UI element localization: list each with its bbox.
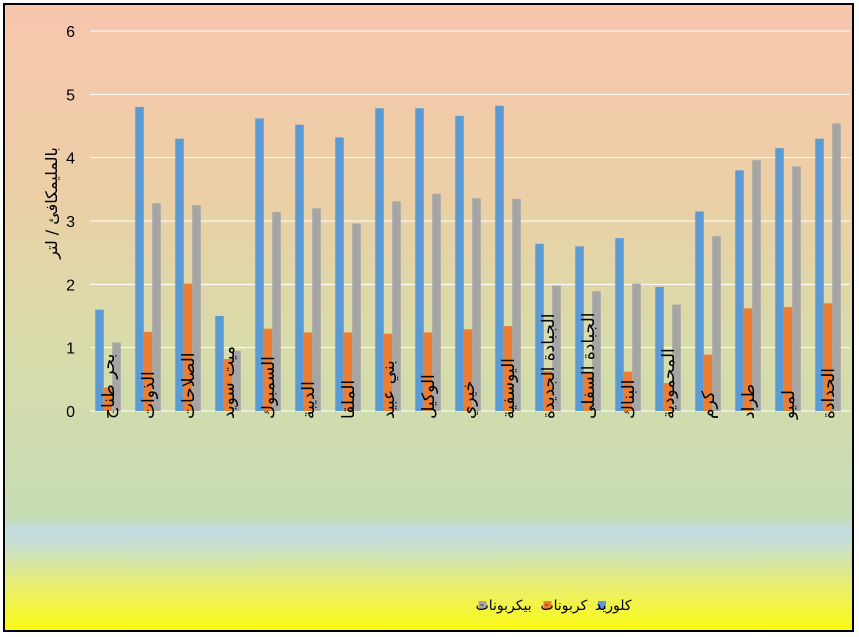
bar xyxy=(472,198,481,411)
bar xyxy=(623,371,633,411)
x-category-label: الوكيل xyxy=(419,374,439,419)
bar xyxy=(615,238,624,411)
bar xyxy=(832,123,841,411)
bar xyxy=(583,373,593,411)
y-tick-label: 6 xyxy=(66,24,75,41)
bar xyxy=(135,107,144,411)
bar xyxy=(423,332,433,411)
y-tick-label: 5 xyxy=(66,87,75,104)
bar xyxy=(695,211,704,411)
bar xyxy=(552,285,561,411)
bar xyxy=(463,329,473,411)
x-category-label: اليوسفية xyxy=(499,358,519,419)
y-tick-label: 2 xyxy=(66,277,75,294)
bar xyxy=(783,307,793,411)
bar xyxy=(752,160,761,411)
bar xyxy=(112,342,121,411)
bar-chart: 0 1 2 3 4 5 6 بحر طناج الذوات الصلاحات ميت سويد ال… xyxy=(42,24,850,614)
bar xyxy=(415,108,424,412)
legend-label: كلوريد xyxy=(595,598,632,614)
bar xyxy=(183,283,193,411)
y-tick-label: 4 xyxy=(66,151,75,168)
x-category-label: الجبادة الجديدة xyxy=(539,314,559,419)
y-axis-label: بالمليمكافئ / لتر xyxy=(42,147,62,260)
x-category-label: ميت سويد xyxy=(219,346,239,419)
bar xyxy=(592,291,601,411)
x-category-label: الديبة xyxy=(299,381,319,419)
bar xyxy=(455,115,464,411)
bar xyxy=(352,223,361,411)
bar xyxy=(543,371,553,411)
bar xyxy=(95,309,104,411)
y-axis-ticks: 0 1 2 3 4 5 6 xyxy=(66,24,75,421)
legend-swatch xyxy=(598,601,606,609)
x-category-label: المحمودية xyxy=(659,348,679,419)
x-category-label: لميو xyxy=(779,390,799,420)
bar xyxy=(392,201,401,411)
bar xyxy=(312,208,321,411)
bar xyxy=(272,212,281,411)
bars xyxy=(95,105,841,412)
x-category-label: الملقا xyxy=(339,380,359,419)
x-axis-categories: بحر طناج الذوات الصلاحات ميت سويد السمبوك الد… xyxy=(99,312,839,420)
bar xyxy=(383,333,393,411)
bar xyxy=(335,137,344,411)
bar xyxy=(295,124,304,411)
legend-swatch xyxy=(478,601,487,609)
bar xyxy=(495,105,504,411)
x-category-label: كرم xyxy=(699,390,719,419)
bar xyxy=(232,350,241,411)
legend: كلوريد كربونات بيكربونات xyxy=(476,598,632,614)
y-tick-label: 0 xyxy=(66,404,75,421)
bar xyxy=(512,198,521,411)
legend-swatch xyxy=(543,601,552,609)
bar xyxy=(103,387,113,411)
bar xyxy=(192,205,201,411)
bar xyxy=(343,332,353,411)
bar xyxy=(143,331,153,411)
x-category-label: طراد xyxy=(739,384,759,419)
x-category-label: الحدادة xyxy=(819,368,839,419)
x-category-label: خيري xyxy=(459,381,479,419)
bar xyxy=(255,118,264,412)
bar xyxy=(663,383,673,411)
legend-label: بيكربونات xyxy=(476,598,532,614)
bar xyxy=(575,246,584,411)
x-category-label: بني عبيد xyxy=(379,360,399,419)
bar xyxy=(223,359,233,411)
legend-label: كربونات xyxy=(540,598,587,614)
bar xyxy=(632,283,641,411)
bar xyxy=(815,138,824,411)
bar xyxy=(432,193,441,411)
bar xyxy=(503,326,513,411)
x-category-label: الجبادة السفلى xyxy=(579,312,599,419)
bar xyxy=(743,308,753,411)
bar xyxy=(703,354,713,411)
bar xyxy=(375,108,384,412)
bar xyxy=(672,304,681,411)
bar xyxy=(215,316,224,411)
chart-frame: 0 1 2 3 4 5 6 بحر طناج الذوات الصلاحات ميت سويد ال… xyxy=(3,3,854,632)
bar xyxy=(535,243,544,411)
bar xyxy=(735,170,744,411)
bar xyxy=(303,332,313,411)
x-category-label: البناك xyxy=(619,380,639,419)
x-category-label: بحر طناج xyxy=(99,354,119,419)
bar xyxy=(792,166,801,411)
bar xyxy=(152,203,161,411)
y-tick-label: 1 xyxy=(66,341,75,358)
bar xyxy=(175,138,184,411)
bar xyxy=(712,236,721,411)
x-category-label: الصلاحات xyxy=(179,353,199,419)
bar xyxy=(655,286,664,411)
bar xyxy=(823,303,833,411)
x-category-label: الذوات xyxy=(139,371,159,419)
x-category-label: السمبوك xyxy=(259,356,279,419)
bar xyxy=(263,328,273,411)
bar xyxy=(775,148,784,411)
y-tick-label: 3 xyxy=(66,214,75,231)
